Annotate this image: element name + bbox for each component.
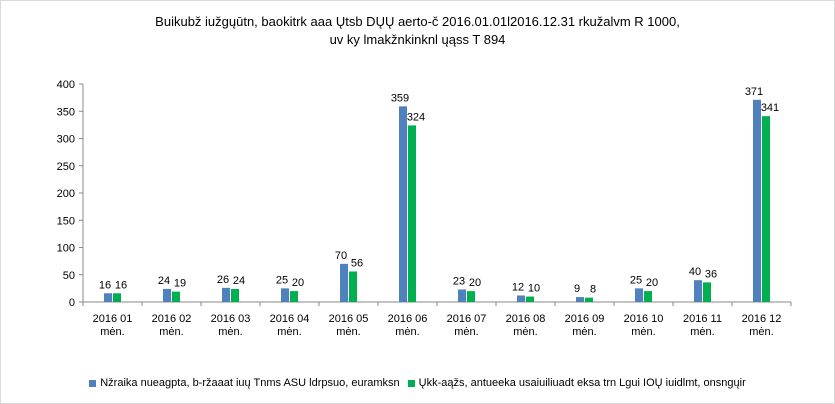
legend-label-series-2: Ųkk-aąžs, antueeka usaiuiliuadt eksa trn… — [418, 377, 746, 389]
bar-series-1 — [104, 293, 112, 302]
bar-series-1 — [340, 263, 348, 302]
data-label-series-1: 25 — [630, 274, 642, 286]
data-label-series-1: 25 — [276, 274, 288, 286]
legend: Nžraika nueagpta, b-ržaaat iuų Tnms ASU … — [1, 377, 834, 389]
y-tick-label: 150 — [57, 215, 75, 227]
bar-series-1 — [753, 99, 761, 303]
data-label-series-2: 20 — [646, 277, 658, 289]
x-tick-label: 2016 12 mėn. — [742, 313, 782, 338]
bar-series-1 — [163, 288, 171, 302]
data-label-series-1: 359 — [391, 92, 409, 104]
chart-title: Buikubž iužgųūtn, baokitrk aaa Ųtsb DŲŲ … — [1, 13, 834, 49]
data-label-series-2: 56 — [351, 257, 363, 269]
bar-series-2 — [467, 291, 475, 302]
bar-series-2 — [349, 271, 357, 302]
legend-label-series-1: Nžraika nueagpta, b-ržaaat iuų Tnms ASU … — [100, 377, 400, 389]
data-label-series-1: 70 — [335, 250, 347, 262]
bar-series-1 — [517, 295, 525, 302]
bar-series-2 — [644, 291, 652, 302]
bar-series-2 — [408, 125, 416, 302]
data-label-series-1: 371 — [745, 86, 763, 98]
chart-subtitle-line: uv ky lmakžnkinknl ųąss T 894 — [329, 32, 506, 47]
bar-series-2 — [290, 291, 298, 302]
data-label-series-2: 324 — [407, 111, 425, 123]
legend-swatch-series-2 — [407, 379, 415, 387]
bar-series-1 — [222, 287, 230, 302]
data-label-series-2: 8 — [590, 284, 596, 296]
y-tick-label: 50 — [63, 270, 75, 282]
data-label-series-1: 12 — [512, 281, 524, 293]
x-tick-label: 2016 10 mėn. — [624, 313, 664, 338]
x-tick-label: 2016 01 mėn. — [93, 313, 133, 338]
y-tick-label: 0 — [69, 297, 75, 309]
data-label-series-2: 24 — [233, 275, 245, 287]
data-label-series-2: 20 — [292, 277, 304, 289]
data-label-series-2: 341 — [761, 102, 779, 114]
x-tick-label: 2016 08 mėn. — [506, 313, 546, 338]
x-tick-label: 2016 04 mėn. — [270, 313, 310, 338]
bar-series-2 — [703, 282, 711, 302]
bar-series-2 — [231, 288, 239, 302]
x-tick-label: 2016 03 mėn. — [211, 313, 251, 338]
x-tick-label: 2016 09 mėn. — [565, 313, 605, 338]
x-tick-label: 2016 07 mėn. — [447, 313, 487, 338]
bar-series-2 — [526, 296, 534, 302]
bar-series-2 — [585, 297, 593, 302]
data-label-series-1: 26 — [217, 274, 229, 286]
y-tick-label: 100 — [57, 243, 75, 255]
bar-series-1 — [399, 106, 407, 302]
bar-series-1 — [281, 288, 289, 302]
bar-series-1 — [635, 288, 643, 302]
y-tick-label: 300 — [57, 134, 75, 146]
bar-series-2 — [762, 116, 770, 302]
data-label-series-1: 23 — [453, 275, 465, 287]
legend-item-series-1: Nžraika nueagpta, b-ržaaat iuų Tnms ASU … — [89, 377, 400, 389]
y-tick-label: 200 — [57, 188, 75, 200]
legend-swatch-series-1 — [89, 379, 97, 387]
x-tick-label: 2016 06 mėn. — [388, 313, 428, 338]
x-tick-label: 2016 02 mėn. — [152, 313, 192, 338]
x-tick-label: 2016 05 mėn. — [329, 313, 369, 338]
bar-series-1 — [458, 289, 466, 302]
data-label-series-2: 10 — [528, 283, 540, 295]
data-label-series-2: 36 — [705, 268, 717, 280]
data-label-series-1: 16 — [99, 279, 111, 291]
legend-item-series-2: Ųkk-aąžs, antueeka usaiuiliuadt eksa trn… — [407, 377, 746, 389]
data-label-series-1: 24 — [158, 275, 170, 287]
data-label-series-2: 16 — [115, 279, 127, 291]
data-label-series-1: 40 — [689, 266, 701, 278]
data-label-series-1: 9 — [574, 283, 580, 295]
data-label-series-2: 19 — [174, 278, 186, 290]
bar-series-2 — [172, 291, 180, 302]
y-tick-label: 250 — [57, 161, 75, 173]
x-tick-label: 2016 11 mėn. — [683, 313, 722, 338]
chart-title-line: Buikubž iužgųūtn, baokitrk aaa Ųtsb DŲŲ … — [155, 14, 680, 29]
data-label-series-2: 20 — [469, 277, 481, 289]
bar-series-2 — [113, 293, 121, 302]
bar-series-1 — [694, 280, 702, 302]
y-tick-label: 350 — [57, 106, 75, 118]
y-tick-label: 400 — [57, 79, 75, 91]
bar-series-1 — [576, 297, 584, 302]
